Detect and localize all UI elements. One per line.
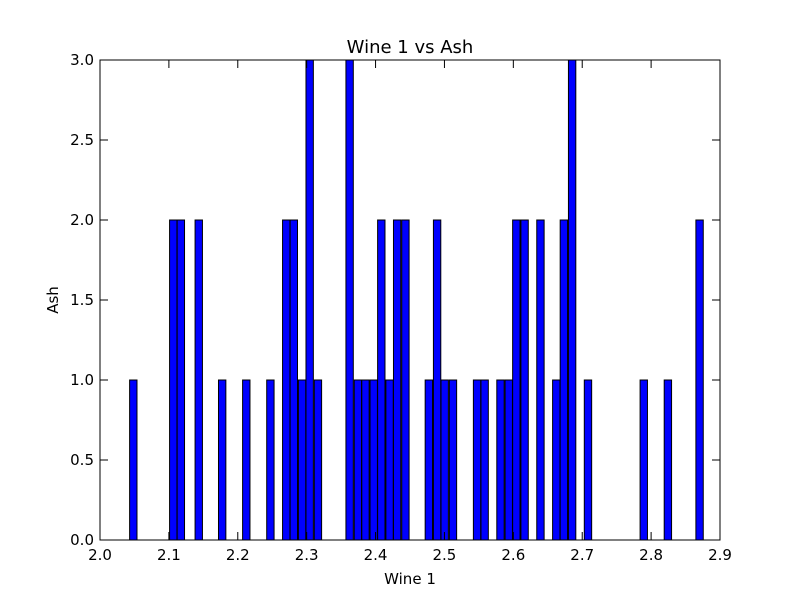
- bar-1: [169, 219, 178, 541]
- bar-10: [305, 59, 314, 541]
- bar-34: [583, 379, 593, 541]
- bars-group: [129, 59, 704, 541]
- bar-12: [345, 59, 354, 541]
- bar-20: [424, 379, 434, 541]
- bar-14: [361, 379, 370, 541]
- x-tick-label-8: 2.8: [639, 546, 663, 564]
- x-tick-label-3: 2.3: [295, 546, 319, 564]
- bar-21: [432, 219, 442, 541]
- chart-title: Wine 1 vs Ash: [347, 37, 474, 58]
- bar-2: [176, 219, 186, 541]
- y-tick-label-3: 1.5: [70, 291, 94, 309]
- y-tick-label-1: 0.5: [70, 451, 94, 469]
- bar-7: [282, 219, 291, 541]
- bar-18: [392, 219, 402, 541]
- x-tick-label-6: 2.6: [501, 546, 525, 564]
- bar-26: [496, 379, 505, 541]
- x-tick-label-9: 2.9: [708, 546, 732, 564]
- bar-5: [242, 379, 251, 541]
- y-tick-label-5: 2.5: [70, 131, 94, 149]
- bar-22: [440, 379, 449, 541]
- bar-36: [663, 379, 673, 541]
- y-axis: 0.0 0.5 1.0 1.5 2.0 2.5 3.0: [70, 51, 720, 549]
- y-tick-label-2: 1.0: [70, 371, 94, 389]
- x-tick-label-0: 2.0: [88, 546, 112, 564]
- bar-3: [194, 219, 203, 541]
- bar-4: [217, 379, 227, 541]
- bar-11: [313, 379, 323, 541]
- bar-24: [472, 379, 482, 541]
- bar-27: [504, 379, 513, 541]
- bar-28: [512, 219, 521, 541]
- bar-19: [401, 219, 410, 541]
- y-tick-label-6: 3.0: [70, 51, 94, 69]
- x-tick-label-4: 2.4: [364, 546, 388, 564]
- x-axis-label: Wine 1: [384, 570, 436, 588]
- plot-frame: [99, 59, 721, 541]
- bar-25: [480, 379, 489, 541]
- x-tick-label-2: 2.2: [226, 546, 250, 564]
- x-axis: 2.0 2.1 2.2 2.3 2.4 2.5 2.6 2.7 2.8 2.9: [88, 60, 732, 564]
- bar-37: [695, 219, 704, 541]
- bar-23: [448, 379, 458, 541]
- bar-8: [289, 219, 299, 541]
- bar-33: [567, 59, 577, 541]
- y-tick-label-4: 2.0: [70, 211, 94, 229]
- bar-16: [377, 219, 386, 541]
- bar-13: [353, 379, 363, 541]
- bar-17: [385, 379, 394, 541]
- x-tick-label-7: 2.7: [570, 546, 594, 564]
- bar-6: [266, 379, 275, 541]
- bar-30: [536, 219, 545, 541]
- x-tick-label-1: 2.1: [157, 546, 181, 564]
- bar-32: [559, 219, 569, 541]
- bar-0: [129, 379, 138, 541]
- y-axis-label: Ash: [44, 286, 62, 314]
- bar-31: [552, 379, 561, 541]
- y-tick-label-0: 0.0: [70, 531, 94, 549]
- bar-35: [639, 379, 648, 541]
- bar-29: [520, 219, 529, 541]
- x-tick-label-5: 2.5: [433, 546, 457, 564]
- bar-15: [369, 379, 378, 541]
- bar-9: [297, 379, 307, 541]
